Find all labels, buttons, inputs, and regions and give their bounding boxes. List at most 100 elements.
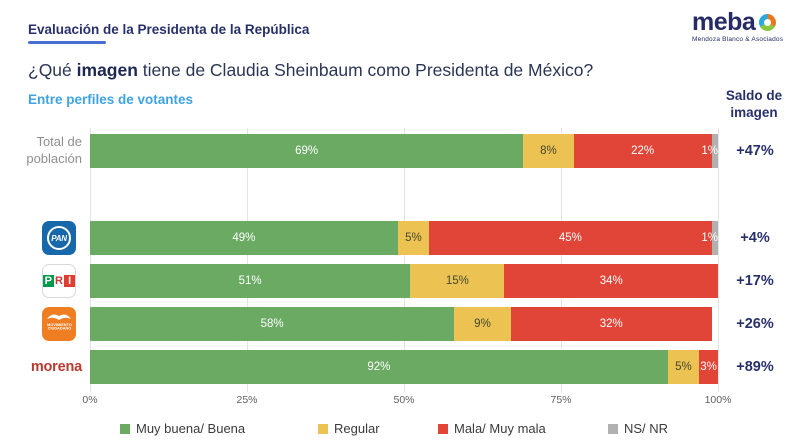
legend-item-nsnr: NS/ NR: [608, 421, 668, 436]
gridline-50%: [404, 128, 405, 392]
legend-label-buena: Muy buena/ Buena: [136, 421, 246, 436]
gridline-0%: [90, 128, 91, 392]
legend-label-regular: Regular: [334, 421, 380, 436]
saldo-value-total: +47%: [736, 143, 774, 159]
saldo-column-header: Saldo de imagen: [712, 88, 796, 122]
movimiento-ciudadano-logo: MOVIMIENTO CIUDADANO: [42, 307, 76, 341]
bar-segment-mala: 3%: [699, 350, 718, 384]
legend-swatch-mala: [438, 423, 448, 434]
title-post: tiene de Claudia Sheinbaum como Presiden…: [137, 60, 594, 80]
bar-segment-buena: 69%: [90, 134, 524, 168]
row-label-mc: MOVIMIENTO CIUDADANO: [0, 307, 84, 341]
bar-segment-value: 51%: [238, 275, 262, 287]
saldo-header-line2: imagen: [730, 104, 778, 120]
bar-segment-value: 1%: [701, 145, 718, 157]
chart-subtitle: Entre perfiles de votantes: [28, 92, 194, 107]
bar-segment-regular: 8%: [523, 134, 574, 168]
stacked-bar-mc: 58% 9% 32%: [90, 307, 718, 341]
x-tick-75%: 75%: [550, 394, 572, 406]
bar-segment-regular: 5%: [397, 221, 430, 255]
legend-swatch-regular: [318, 423, 328, 434]
stacked-bar-pri: 51% 15% 34%: [90, 264, 718, 298]
bar-segment-nsnr: 1%: [701, 134, 718, 168]
legend-swatch-nsnr: [608, 423, 618, 434]
bar-segment-value: 32%: [599, 318, 623, 330]
section-kicker: Evaluación de la Presidenta de la Repúbl…: [28, 22, 310, 37]
stacked-bar-morena: 92% 5% 3%: [90, 350, 718, 384]
stacked-bar-total: 69% 8% 22% 1%: [90, 134, 718, 168]
legend-label-nsnr: NS/ NR: [624, 421, 669, 436]
chart-row-pan: PAN 49% 5% 45% 1% +4%: [0, 221, 800, 255]
legend-item-buena: Muy buena/ Buena: [120, 421, 245, 436]
gridline-100%: [718, 128, 719, 392]
bar-segment-regular: 15%: [410, 264, 505, 298]
row-label-pan: PAN: [0, 221, 84, 255]
chart-row-total: Total de población 69% 8% 22% 1% +47%: [0, 134, 800, 168]
stacked-bar-pan: 49% 5% 45% 1%: [90, 221, 718, 255]
bar-segment-regular: 9%: [454, 307, 511, 341]
pri-logo-stripe: R: [53, 275, 65, 287]
pri-logo-stripe: P: [43, 275, 54, 287]
bar-segment-mala: 45%: [429, 221, 712, 255]
x-tick-100%: 100%: [704, 394, 732, 406]
bar-segment-value: 49%: [232, 232, 256, 244]
bar-segment-value: 5%: [405, 232, 422, 244]
bar-segment-value: 3%: [700, 361, 717, 373]
logo-wordmark: meba: [692, 8, 756, 36]
legend-label-mala: Mala/ Muy mala: [454, 421, 546, 436]
chart-row-morena: morena 92% 5% 3% +89%: [0, 350, 800, 384]
legend-item-regular: Regular: [318, 421, 380, 436]
bar-segment-value: 22%: [631, 145, 655, 157]
bar-segment-mala: 22%: [573, 134, 712, 168]
x-tick-25%: 25%: [236, 394, 258, 406]
logo-swirl-icon: [759, 14, 777, 31]
bar-segment-buena: 58%: [90, 307, 455, 341]
saldo-header-line1: Saldo de: [725, 88, 783, 103]
mc-eagle-icon: [47, 314, 71, 320]
row-label-text: Total de población: [26, 134, 82, 166]
bar-segment-buena: 49%: [90, 221, 398, 255]
bar-segment-buena: 51%: [90, 264, 411, 298]
title-pre: ¿Qué: [28, 60, 77, 80]
title-bold-word: imagen: [76, 60, 138, 80]
saldo-value-pri: +17%: [736, 273, 774, 289]
bar-segment-value: 45%: [558, 232, 582, 244]
bar-segment-mala: 32%: [510, 307, 712, 341]
bar-segment-value: 15%: [445, 275, 469, 287]
x-tick-50%: 50%: [393, 394, 415, 406]
kicker-underline: [28, 41, 106, 44]
bar-segment-value: 9%: [474, 318, 491, 330]
bar-segment-nsnr: 1%: [701, 221, 718, 255]
bar-segment-value: 58%: [260, 318, 284, 330]
bar-segment-value: 34%: [599, 275, 623, 287]
row-label-total: Total de población: [0, 134, 84, 168]
mc-logo-text: MOVIMIENTO CIUDADANO: [46, 322, 72, 331]
bar-segment-value: 8%: [540, 145, 557, 157]
saldo-value-morena: +89%: [736, 359, 774, 375]
legend-item-mala: Mala/ Muy mala: [438, 421, 546, 436]
bar-segment-value: 5%: [675, 361, 692, 373]
morena-wordmark: morena: [30, 359, 82, 375]
bar-segment-mala: 34%: [504, 264, 718, 298]
pan-logo-text: PAN: [51, 233, 67, 243]
saldo-value-mc: +26%: [736, 316, 774, 332]
logo-subtitle: Mendoza Blanco & Asociados: [692, 36, 784, 43]
gridline-75%: [561, 128, 562, 392]
bar-segment-value: 92%: [367, 361, 391, 373]
pri-logo-stripe: I: [64, 275, 75, 287]
x-tick-0%: 0%: [82, 394, 98, 406]
chart-row-pri: P R I 51% 15% 34% +17%: [0, 264, 800, 298]
chart-row-mc: MOVIMIENTO CIUDADANO 58% 9% 32% +26%: [0, 307, 800, 341]
bar-segment-value: 69%: [295, 145, 319, 157]
bar-segment-regular: 5%: [667, 350, 700, 384]
row-label-morena: morena: [0, 350, 84, 384]
meba-logo: meba Mendoza Blanco & Asociados: [692, 8, 792, 44]
legend-swatch-buena: [120, 423, 130, 434]
pan-logo-ring: PAN: [47, 226, 71, 250]
bar-segment-value: 1%: [701, 232, 718, 244]
pan-logo: PAN: [42, 221, 76, 255]
bar-segment-buena: 92%: [90, 350, 668, 384]
